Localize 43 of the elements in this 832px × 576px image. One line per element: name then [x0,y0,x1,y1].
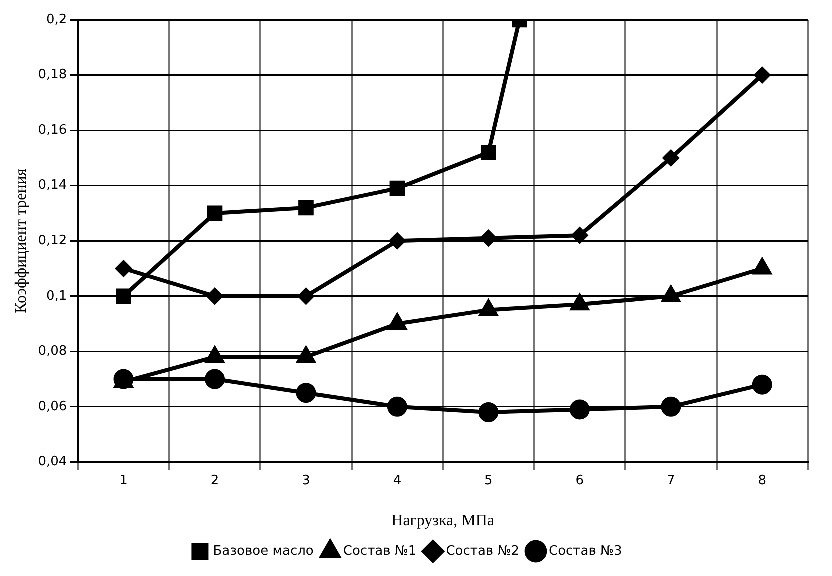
y-tick-label: 0,18 [38,68,68,83]
point [570,400,590,420]
legend-label: Базовое масло [213,544,314,559]
y-tick-label: 0,06 [38,399,68,414]
point [390,180,406,196]
y-tick-label: 0,14 [38,178,68,194]
point [661,396,682,417]
legend-label: Состав №2 [446,544,520,559]
point [298,288,314,304]
x-tick-label: 6 [576,473,584,488]
point [387,396,408,417]
x-tick-label: 5 [484,473,493,488]
x-tick-label: 8 [758,473,767,488]
point [572,228,588,244]
y-tick-label: 0,04 [38,454,68,470]
point [206,288,223,304]
x-axis-title: Нагрузка, МПа [392,512,494,530]
point [754,67,770,84]
y-tick-label: 0,12 [38,233,68,248]
point [298,200,314,216]
legend-label: Состав №1 [343,544,417,559]
x-tick-label: 1 [120,473,128,488]
point [480,230,497,246]
y-tick-label: 0,08 [38,344,68,360]
point [116,288,132,304]
point [663,150,680,166]
point [296,383,316,404]
point [481,145,496,160]
point [478,402,499,422]
point [389,233,406,250]
point [752,374,772,395]
y-tick-label: 0,16 [38,122,68,138]
legend-label: Состав №3 [548,544,622,559]
y-tick-label: 0,1 [46,288,68,304]
point [204,369,225,390]
point [116,260,132,277]
x-tick-label: 7 [667,473,676,488]
x-tick-label: 4 [393,473,402,488]
y-tick-label: 0,2 [46,12,68,28]
y-axis-title: Коэффициент трения [12,168,30,314]
point [207,206,223,222]
x-tick-label: 2 [210,473,220,488]
x-tick-label: 3 [302,473,310,488]
